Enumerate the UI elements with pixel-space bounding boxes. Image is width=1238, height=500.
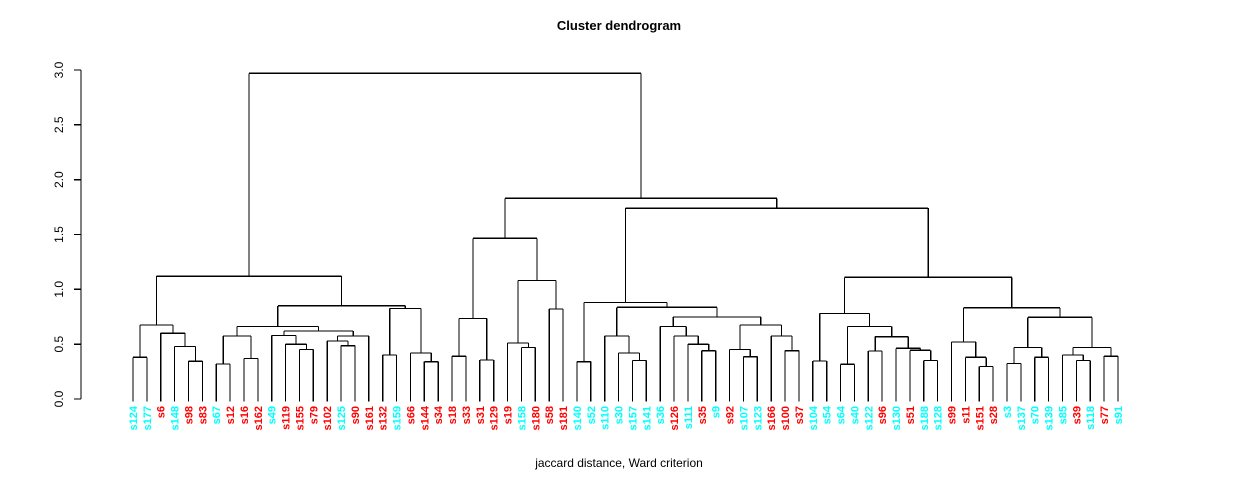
leaf-label: s36 <box>655 406 667 424</box>
leaf-label: s31 <box>475 406 487 424</box>
y-axis-tick-label: 1.0 <box>52 281 66 298</box>
leaf-label: s107 <box>738 406 750 430</box>
leaf-label: s111 <box>683 406 695 429</box>
y-axis-tick-label: 0.5 <box>52 336 66 353</box>
leaf-label: s66 <box>405 406 417 424</box>
leaf-label: s126 <box>669 406 681 430</box>
y-axis-tick-label: 2.0 <box>52 171 66 188</box>
leaf-label: s100 <box>780 406 792 430</box>
leaf-label: s18 <box>447 406 459 424</box>
leaf-label: s85 <box>1057 406 1069 424</box>
leaf-label: s99 <box>947 406 959 424</box>
leaf-label: s91 <box>1113 406 1125 424</box>
leaf-label: s11 <box>960 406 972 424</box>
leaf-label: s92 <box>725 406 737 424</box>
leaf-label: s16 <box>239 406 251 424</box>
leaf-label: s140 <box>572 406 584 430</box>
leaf-label: s148 <box>170 406 182 430</box>
leaf-label: s30 <box>614 406 626 424</box>
y-axis-tick-label: 3.0 <box>52 61 66 78</box>
leaf-label: s58 <box>544 406 556 424</box>
y-axis-tick-label: 1.5 <box>52 226 66 243</box>
leaf-label: s52 <box>586 406 598 424</box>
leaf-label: s188 <box>919 406 931 430</box>
leaf-label: s3 <box>1002 406 1014 418</box>
leaf-label: s180 <box>530 406 542 430</box>
leaf-label: s139 <box>1044 406 1056 430</box>
leaf-label: s162 <box>253 406 265 430</box>
leaf-label: s157 <box>627 406 639 430</box>
leaf-label: s40 <box>849 406 861 424</box>
leaf-label: s155 <box>294 406 306 430</box>
leaf-label: s34 <box>433 405 445 424</box>
leaf-label: s119 <box>281 406 293 430</box>
leaf-label: s166 <box>766 406 778 430</box>
leaf-label: s64 <box>836 405 848 424</box>
leaf-label: s37 <box>794 406 806 424</box>
leaf-label: s79 <box>308 406 320 424</box>
leaf-label: s67 <box>211 406 223 424</box>
leaf-label: s144 <box>419 405 431 430</box>
leaf-label: s35 <box>697 406 709 424</box>
leaf-label: s77 <box>1099 406 1111 424</box>
leaf-label: s137 <box>1016 406 1028 430</box>
leaf-label: s181 <box>558 406 570 430</box>
y-axis-tick-label: 2.5 <box>52 116 66 133</box>
leaf-label: s125 <box>336 406 348 430</box>
leaf-label: s128 <box>933 406 945 430</box>
leaf-label: s9 <box>711 406 723 418</box>
leaf-label: s161 <box>364 406 376 430</box>
leaf-label: s129 <box>489 406 501 430</box>
leaf-label: s96 <box>877 406 889 424</box>
leaf-label: s177 <box>142 406 154 430</box>
leaf-label: s158 <box>516 406 528 430</box>
y-axis-tick-label: 0.0 <box>52 390 66 407</box>
leaf-label: s83 <box>197 406 209 424</box>
leaf-label: s70 <box>1030 406 1042 424</box>
leaf-label: s102 <box>322 406 334 430</box>
leaf-label: s110 <box>600 406 612 430</box>
leaf-label: s141 <box>641 406 653 430</box>
leaf-label: s130 <box>891 406 903 430</box>
leaf-label: s123 <box>752 406 764 430</box>
chart-title: Cluster dendrogram <box>556 18 682 33</box>
leaf-label: s39 <box>1071 406 1083 424</box>
leaf-label: s51 <box>905 406 917 424</box>
leaf-label: s122 <box>863 406 875 430</box>
leaf-label: s151 <box>974 406 986 430</box>
leaf-label: s132 <box>378 406 390 430</box>
leaf-label: s33 <box>461 406 473 424</box>
leaf-label: s90 <box>350 406 362 424</box>
leaf-label: s54 <box>822 405 834 424</box>
leaf-label: s6 <box>156 406 168 418</box>
leaf-label: s19 <box>503 406 515 424</box>
leaf-label: s159 <box>392 406 404 430</box>
x-axis-caption: jaccard distance, Ward criterion <box>535 456 703 470</box>
leaf-label: s98 <box>183 406 195 424</box>
leaf-label: s49 <box>267 406 279 424</box>
leaf-label: s12 <box>225 406 237 424</box>
leaf-label: s104 <box>808 405 820 430</box>
leaf-label: s28 <box>988 406 1000 424</box>
leaf-label: s124 <box>128 405 140 430</box>
leaf-label: s118 <box>1085 406 1097 430</box>
